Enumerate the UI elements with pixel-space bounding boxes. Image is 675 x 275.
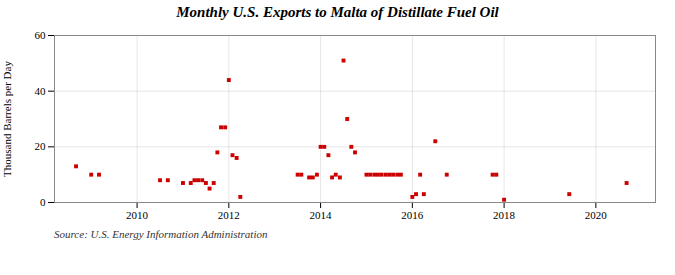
- svg-text:Thousand Barrels per Day: Thousand Barrels per Day: [1, 61, 13, 177]
- svg-text:40: 40: [35, 85, 47, 97]
- svg-text:60: 60: [35, 29, 47, 41]
- svg-text:20: 20: [35, 140, 47, 152]
- svg-text:2020: 2020: [585, 209, 608, 221]
- svg-text:2014: 2014: [310, 209, 333, 221]
- svg-text:2016: 2016: [401, 209, 424, 221]
- html-text:Source: U.S. Energy Informatio: Source: U.S. Energy Information Administ…: [54, 228, 268, 240]
- svg-text:2018: 2018: [493, 209, 515, 221]
- svg-text:2012: 2012: [218, 209, 240, 221]
- html-text:Monthly U.S. Exports to Malta: Monthly U.S. Exports to Malta of Distill…: [176, 4, 499, 20]
- svg-text:0: 0: [40, 196, 46, 208]
- svg-text:2010: 2010: [126, 209, 149, 221]
